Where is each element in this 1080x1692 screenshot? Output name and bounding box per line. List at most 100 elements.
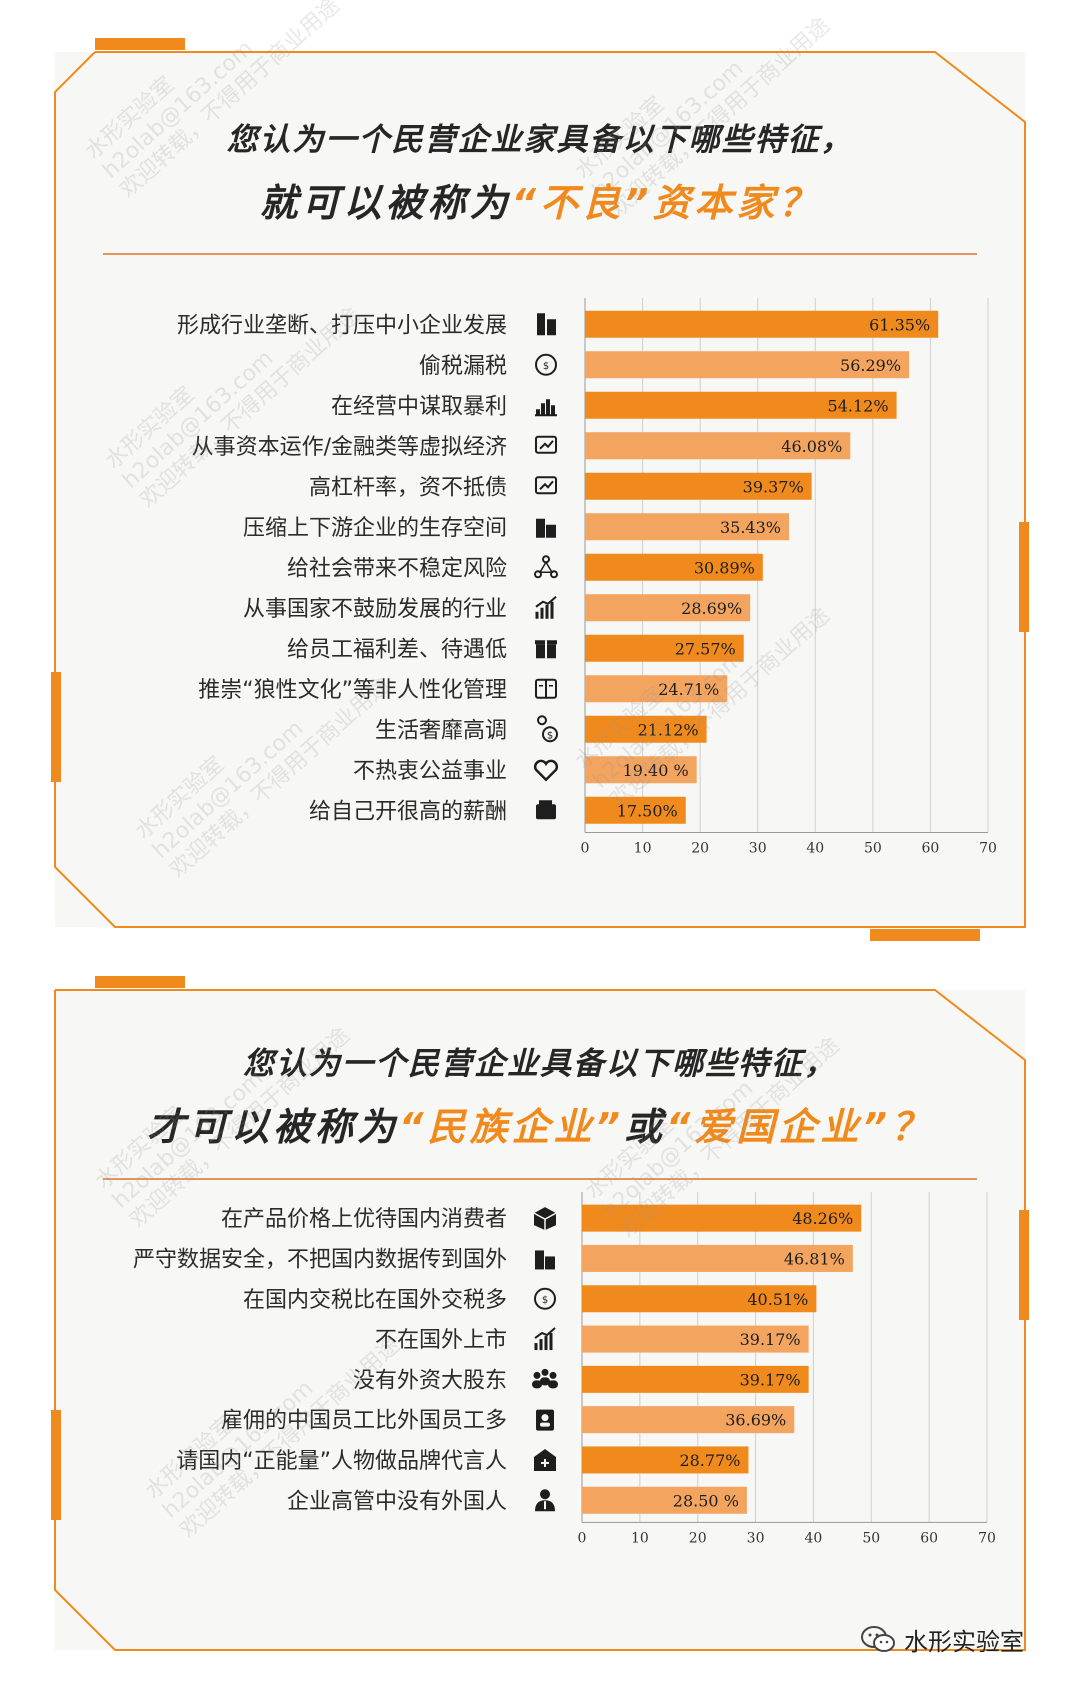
x-tick-label: 70	[979, 841, 997, 857]
buildings-icon	[536, 518, 556, 538]
bar	[582, 1204, 862, 1232]
bar	[582, 1285, 817, 1313]
bar	[585, 513, 789, 541]
category-label: 请国内“正能量”人物做品牌代言人	[176, 1449, 507, 1474]
bar-value-label: 61.35%	[869, 315, 930, 334]
title-text: 才可以被称为	[147, 1105, 400, 1149]
bar-chart-icon	[535, 399, 557, 417]
x-tick-label: 0	[581, 841, 590, 857]
survey-panel-1: 您认为一个民营企业家具备以下哪些特征， 就可以被称为“不良”资本家？ 0 10 20…	[51, 38, 1029, 941]
x-tick-label: 30	[747, 1530, 765, 1546]
growth-icon	[534, 1327, 556, 1351]
bar-chart-1: 0 10 20 30 40 50 60 70 61.35% 形成行业垄断、打压中小企业发展 56.2…	[177, 298, 997, 857]
title-highlight-2: “爱国企业”	[666, 1105, 891, 1149]
growth-icon	[535, 595, 557, 619]
x-tick-label: 40	[805, 1530, 823, 1546]
category-label: 形成行业垄断、打压中小企业发展	[177, 313, 507, 338]
x-tick-label: 50	[862, 1530, 880, 1546]
bar	[585, 310, 939, 338]
category-label: 给社会带来不稳定风险	[287, 556, 507, 581]
bar-value-label: 56.29%	[840, 356, 901, 375]
bar-value-label: 36.69%	[725, 1411, 786, 1430]
network-icon	[534, 555, 558, 579]
category-label: 高杠杆率，资不抵债	[309, 475, 507, 500]
title-divider	[103, 253, 977, 255]
bar-value-label: 54.12%	[828, 396, 889, 415]
svg-text:$: $	[543, 361, 549, 372]
bar-value-label: 27.57%	[675, 639, 736, 658]
book-icon	[535, 678, 557, 699]
bar-value-label: 39.17%	[740, 1330, 801, 1349]
category-label: 企业高管中没有外国人	[287, 1489, 507, 1514]
survey-panel-2: 您认为一个民营企业具备以下哪些特征， 才可以被称为“民族企业”或“爱国企业”？ …	[51, 976, 1029, 1651]
wechat-icon	[861, 1625, 895, 1652]
bar	[585, 594, 751, 622]
bar-value-label: 19.40 %	[623, 761, 689, 780]
bar-value-label: 39.37%	[743, 477, 804, 496]
category-label: 给自己开很高的薪酬	[309, 799, 507, 824]
title-highlight: “民族企业”	[399, 1105, 624, 1149]
chart-title-line1: 您认为一个民营企业家具备以下哪些特征，	[226, 122, 854, 158]
category-label: 不热衷公益事业	[353, 759, 507, 784]
bar-value-label: 46.08%	[781, 437, 842, 456]
bar-value-label: 48.26%	[792, 1209, 853, 1228]
x-tick-label: 60	[922, 841, 940, 857]
title-mark: ？	[890, 1105, 933, 1149]
category-label: 给员工福利差、待遇低	[287, 637, 507, 662]
x-tick-label: 0	[578, 1530, 587, 1546]
x-tick-label: 20	[689, 1530, 707, 1546]
svg-text:$: $	[542, 1295, 548, 1306]
bar	[585, 634, 744, 662]
tax-icon: $	[534, 1287, 556, 1310]
money-person-icon: $	[537, 715, 558, 743]
bar	[582, 1244, 853, 1272]
x-tick-label: 20	[691, 841, 709, 857]
building-icon	[537, 313, 556, 336]
bar	[585, 756, 697, 784]
bar	[585, 351, 910, 379]
bar-value-label: 35.43%	[720, 518, 781, 537]
title-divider	[103, 1178, 977, 1180]
x-tick-label: 10	[631, 1530, 649, 1546]
bar	[585, 391, 897, 419]
category-label: 压缩上下游企业的生存空间	[243, 516, 507, 541]
x-tick-label: 50	[864, 841, 882, 857]
bar	[582, 1365, 809, 1393]
bar	[582, 1446, 749, 1474]
title-mark: ？	[778, 181, 821, 225]
bar	[585, 715, 707, 743]
chart-title-line1: 您认为一个民营企业具备以下哪些特征，	[243, 1046, 837, 1082]
x-tick-label: 40	[806, 841, 824, 857]
team-icon	[532, 1368, 558, 1389]
category-label: 偷税漏税	[419, 354, 507, 379]
bar	[582, 1406, 795, 1434]
category-label: 雇佣的中国员工比外国员工多	[221, 1409, 507, 1434]
bar	[582, 1486, 747, 1514]
category-label: 在产品价格上优待国内消费者	[221, 1207, 507, 1232]
bar	[585, 553, 763, 581]
monitor-chart-icon	[535, 476, 557, 495]
svg-text:$: $	[547, 730, 553, 741]
bar-value-label: 17.50%	[617, 801, 678, 820]
bar	[582, 1325, 809, 1353]
chart-title-line2: 才可以被称为“民族企业”或“爱国企业”？	[55, 1096, 1025, 1151]
panel-frame	[51, 976, 1029, 1651]
bar-value-label: 28.50 %	[673, 1491, 739, 1510]
bar-value-label: 30.89%	[694, 558, 755, 577]
category-label: 生活奢靡高调	[375, 718, 507, 743]
bar-value-label: 24.71%	[658, 680, 719, 699]
bar-chart-2: 0 10 20 30 40 50 60 70 48.26% 在产品价格上优待国内消费者 46.81%…	[133, 1192, 996, 1546]
city-icon	[535, 1250, 555, 1270]
category-label: 在国内交税比在国外交税多	[243, 1288, 507, 1313]
chart-title-line2: 就可以被称为“不良”资本家？	[55, 172, 1025, 227]
title-highlight: “不良”资本家	[511, 181, 779, 225]
bar-value-label: 28.69%	[681, 599, 742, 618]
bar-value-label: 21.12%	[638, 720, 699, 739]
category-label: 从事国家不鼓励发展的行业	[243, 597, 507, 622]
x-tick-label: 30	[749, 841, 767, 857]
bar	[585, 432, 851, 460]
trend-icon	[535, 435, 557, 454]
id-badge-icon	[536, 1409, 554, 1431]
bar	[585, 796, 686, 824]
category-label: 推崇“狼性文化”等非人性化管理	[198, 678, 507, 703]
